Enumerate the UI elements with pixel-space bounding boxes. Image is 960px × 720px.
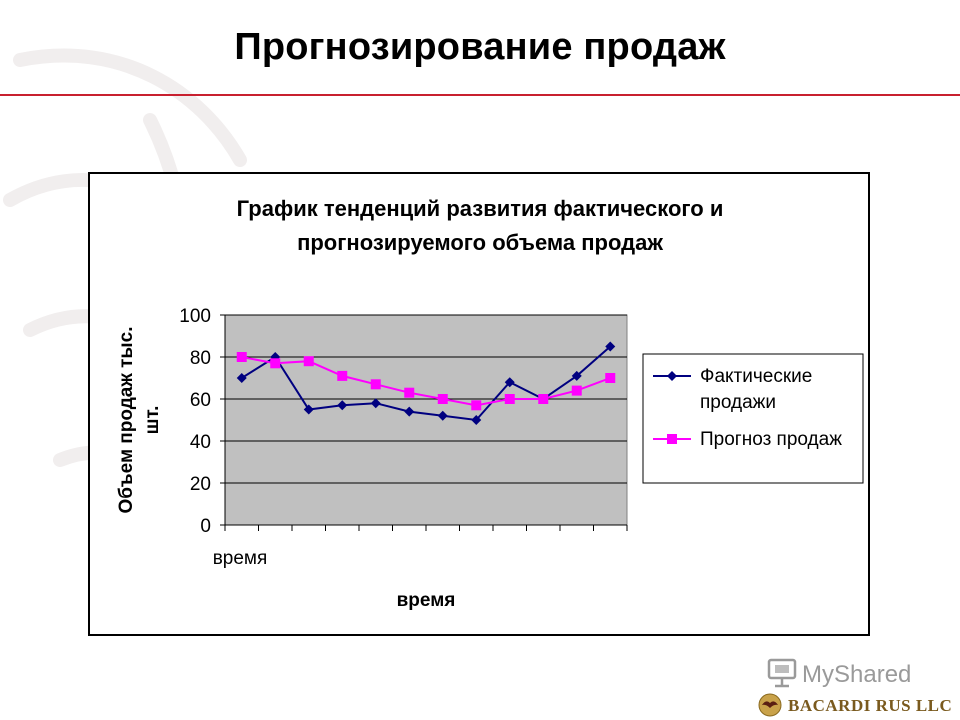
data-point-forecast [370,379,381,390]
chart-title-line1: График тенденций развития фактического и [237,196,724,221]
square-marker-icon [667,434,677,444]
presentation-icon [767,658,797,688]
data-point-forecast [471,400,482,411]
data-point-actual [571,370,582,381]
legend-label-actual-line2: продажи [700,392,776,413]
diamond-marker-icon [667,371,677,381]
data-point-forecast [504,394,515,404]
series-line-actual [241,345,611,422]
bacardi-logo: BACARDI RUS LLC [758,693,952,717]
series-lines [236,341,616,425]
data-point-actual [337,400,348,411]
x-axis-label: время [397,590,456,611]
data-point-actual [370,398,381,409]
y-axis-label-line1: Объем продаж тыс. [116,327,137,514]
data-point-forecast [303,356,314,367]
y-tick-label: 0 [200,516,211,537]
y-tick-label: 40 [190,432,211,453]
data-point-forecast [605,373,616,383]
plot-area [224,314,628,526]
page-title: Прогнозирование продаж [234,26,726,68]
y-tick-labels: 0 20 40 60 80 100 [179,306,211,537]
bat-emblem-icon [758,693,782,717]
data-point-forecast [571,385,582,396]
myshared-text: MyShared [802,661,911,688]
axes [220,314,628,531]
data-point-actual [303,404,314,415]
legend-label-forecast: Прогноз продаж [700,429,842,450]
data-point-actual [504,377,515,388]
data-point-actual [236,373,247,383]
data-point-forecast [437,394,448,404]
series-line-forecast [241,356,611,407]
data-point-forecast [538,394,549,404]
legend-label-actual-line1: Фактические [700,366,812,387]
x-tick-label: время [213,548,268,569]
legend-item-forecast: Прогноз продаж [653,429,842,450]
bacardi-text: BACARDI RUS LLC [788,696,952,715]
chart-title-line2: прогнозируемого объема продаж [297,230,663,255]
title-divider [0,94,960,96]
y-axis-label-line2: шт. [142,406,163,435]
y-tick-label: 20 [190,474,211,495]
gridlines [225,314,627,484]
data-point-forecast [236,352,247,362]
y-tick-label: 100 [179,306,211,327]
data-point-actual [471,415,482,425]
data-point-forecast [270,358,281,369]
data-point-actual [605,341,616,352]
y-tick-label: 60 [190,390,211,411]
data-point-forecast [337,370,348,381]
legend-item-actual: Фактические продажи [653,366,812,413]
data-point-forecast [404,387,415,398]
y-tick-label: 80 [190,348,211,369]
myshared-logo: MyShared [767,658,911,688]
data-point-actual [404,406,415,417]
legend: Фактические продажи Прогноз продаж [642,353,864,484]
data-point-actual [437,410,448,421]
